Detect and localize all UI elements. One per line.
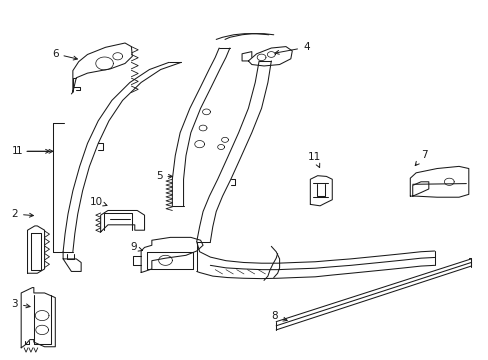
Text: 5: 5	[156, 171, 172, 181]
Text: 11: 11	[307, 152, 321, 168]
Text: 3: 3	[11, 299, 30, 309]
Text: 10: 10	[90, 197, 107, 207]
Text: 8: 8	[271, 311, 286, 321]
Text: 1: 1	[11, 146, 18, 156]
Text: 9: 9	[130, 242, 142, 252]
Text: 6: 6	[52, 49, 77, 60]
Text: 1: 1	[15, 146, 53, 156]
Text: 2: 2	[11, 209, 33, 219]
Text: 7: 7	[414, 150, 427, 166]
Text: 4: 4	[275, 42, 309, 54]
